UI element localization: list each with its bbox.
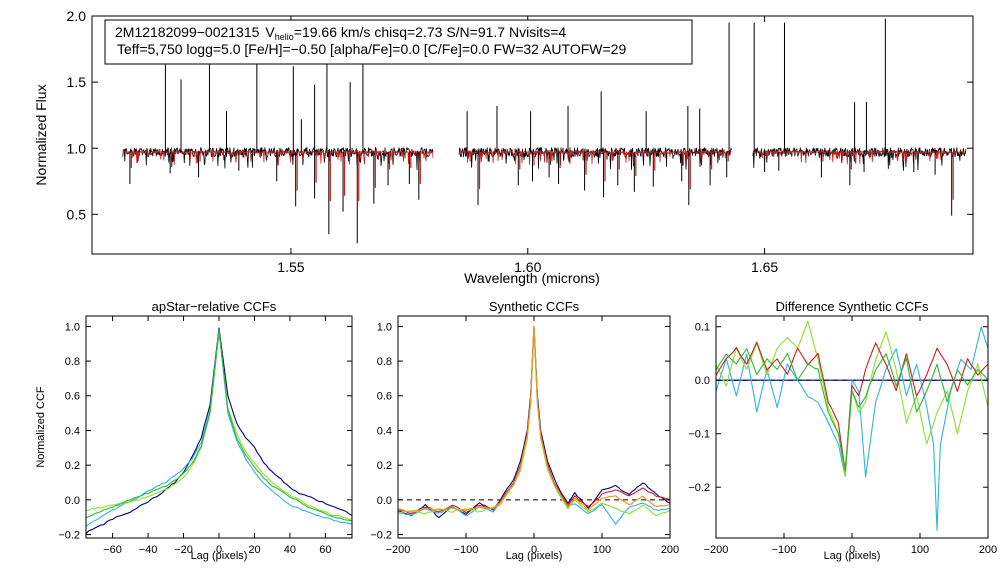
apstar-x-tick-label: −60 [103, 544, 122, 556]
apstar-y-tick-label: 0.2 [65, 460, 80, 472]
apstar-x-axis-label: Lag (pixels) [191, 550, 248, 562]
model-spectrum-segment [752, 150, 967, 165]
apstar-ccf-series-visit-3 [86, 331, 352, 520]
difference-ccf-plot: Difference Synthetic CCFs −200 −100 0 100 20… [688, 299, 997, 562]
synthetic-ccf-series-visit-5 [398, 325, 670, 513]
spectrum-y-tick-label: 2.0 [67, 8, 87, 24]
model-spectrum-segment [122, 150, 434, 166]
apstar-y-tick-label: 0.4 [65, 425, 80, 437]
spectrum-y-tick-label: 1.0 [67, 140, 87, 156]
apstar-x-tick-label: 0 [216, 544, 222, 556]
spectrum-y-axis-label: Normalized Flux [33, 84, 49, 185]
synthetic-y-tick-label: 1.0 [377, 321, 392, 333]
apstar-marks [86, 327, 352, 534]
spectrum-plot-frame [91, 15, 974, 255]
annotation-line-1: 2M12182099−0021315 Vhelio=19.66 km/s chis… [115, 24, 566, 42]
difference-x-tick-label: −100 [772, 544, 797, 556]
apstar-plot-title: apStar−relative CCFs [152, 299, 277, 314]
apstar-x-tick-label: 40 [284, 544, 296, 556]
synthetic-y-tick-label: 0.6 [377, 391, 392, 403]
difference-y-tick-label: −0.2 [688, 482, 710, 494]
apstar-plot-frame [85, 315, 353, 539]
difference-y-tick-label: 0.0 [695, 375, 710, 387]
spectrum-plot: 1.55 1.60 1.65 0.5 1.0 1.5 2.0 Wavelength (mic… [33, 8, 974, 286]
difference-plot-title: Difference Synthetic CCFs [776, 299, 929, 314]
apstar-y-tick-label: −0.2 [58, 529, 80, 541]
spectrum-marks [122, 18, 967, 244]
apstar-ccf-series-visit-1 [86, 327, 352, 534]
annotation-v-subscript: helio [275, 32, 294, 42]
synthetic-y-tick-label: 0.0 [377, 495, 392, 507]
model-spectrum-segment [458, 150, 732, 166]
synthetic-ccf-plot: Synthetic CCFs −200 −100 0 100 200 −0.2 0.0 0.2… [370, 299, 679, 562]
apstar-x-tick-label: 60 [319, 544, 331, 556]
difference-x-axis-label: Lag (pixels) [824, 550, 881, 562]
synthetic-series-group [398, 325, 670, 525]
apstar-ticks: −60 −40 −20 0 20 40 60 −0.2 0.0 0.2 0.4 0.6 0.8 1.0 [58, 316, 352, 556]
synthetic-x-tick-label: −200 [386, 544, 411, 556]
annotation-line-2: Teff=5,750 logg=5.0 [Fe/H]=−0.50 [alpha/… [117, 41, 626, 57]
apstar-y-tick-label: 0.8 [65, 356, 80, 368]
difference-ccf-series-visit-2 [716, 320, 988, 477]
difference-marks [716, 320, 988, 531]
synthetic-y-tick-label: 0.2 [377, 460, 392, 472]
difference-x-tick-label: −200 [704, 544, 729, 556]
synthetic-y-tick-label: 0.4 [377, 425, 392, 437]
apstar-y-tick-label: 0.0 [65, 495, 80, 507]
synthetic-ccf-series-visit-2 [398, 325, 670, 514]
spectrum-ticks: 1.55 1.60 1.65 0.5 1.0 1.5 2.0 [67, 8, 973, 275]
synthetic-x-tick-label: 0 [531, 544, 537, 556]
difference-ticks: −200 −100 0 100 200 −0.2 −0.1 0.0 0.1 [688, 316, 997, 556]
synthetic-ticks: −200 −100 0 100 200 −0.2 0.0 0.2 0.4 0.6 0.8 1.0 [370, 316, 679, 556]
apstar-y-tick-label: 1.0 [65, 321, 80, 333]
synthetic-x-tick-label: 100 [593, 544, 611, 556]
apstar-ccf-plot: apStar−relative CCFs −60 −40 −20 0 20 40 60 −0.… [35, 299, 353, 562]
spectrum-y-tick-label: 0.5 [67, 206, 87, 222]
difference-series-group [716, 320, 988, 531]
spectrum-annotation-box: 2M12182099−0021315 Vhelio=19.66 km/s chis… [104, 19, 693, 65]
synthetic-x-tick-label: −100 [454, 544, 479, 556]
synthetic-x-axis-label: Lag (pixels) [506, 550, 563, 562]
apstar-x-tick-label: 20 [248, 544, 260, 556]
apstar-ccf-series-visit-4 [86, 331, 352, 522]
spectrum-x-axis-label: Wavelength (microns) [464, 270, 600, 286]
annotation-box-border [104, 19, 693, 65]
synthetic-x-tick-label: 200 [661, 544, 679, 556]
spectrum-x-tick-label: 1.55 [277, 259, 304, 275]
spectrum-y-tick-label: 1.5 [67, 74, 87, 90]
difference-x-tick-label: 100 [911, 544, 929, 556]
annotation-star-id: 2M12182099−0021315 [115, 24, 260, 40]
spectrum-x-tick-label: 1.65 [751, 259, 778, 275]
apstar-series-group [86, 327, 352, 534]
annotation-v-symbol: V [265, 24, 275, 40]
difference-plot-frame [715, 315, 989, 539]
apstar-x-tick-label: −40 [139, 544, 158, 556]
difference-ccf-series-visit-3 [716, 341, 988, 472]
synthetic-y-tick-label: −0.2 [370, 529, 392, 541]
synthetic-y-tick-label: 0.8 [377, 356, 392, 368]
annotation-line-1-rest: =19.66 km/s chisq=2.73 S/N=91.7 Nvisits=… [294, 24, 567, 40]
difference-ccf-series-visit-1 [716, 326, 988, 531]
synthetic-ccf-series-visit-1 [398, 325, 670, 519]
difference-y-tick-label: 0.1 [695, 322, 710, 334]
difference-y-tick-label: −0.1 [688, 429, 710, 441]
apstar-y-tick-label: 0.6 [65, 391, 80, 403]
synthetic-plot-title: Synthetic CCFs [489, 299, 580, 314]
apstar-y-axis-label: Normalized CCF [35, 386, 47, 468]
synthetic-marks [398, 325, 670, 525]
apstar-x-tick-label: −20 [174, 544, 193, 556]
difference-ccf-series-visit-4 [716, 348, 988, 472]
synthetic-ccf-series-visit-4 [398, 325, 670, 517]
difference-x-tick-label: 0 [849, 544, 855, 556]
apstar-ccf-series-visit-2 [86, 329, 352, 527]
difference-x-tick-label: 200 [979, 544, 997, 556]
spectrum-x-tick-label: 1.60 [514, 259, 541, 275]
